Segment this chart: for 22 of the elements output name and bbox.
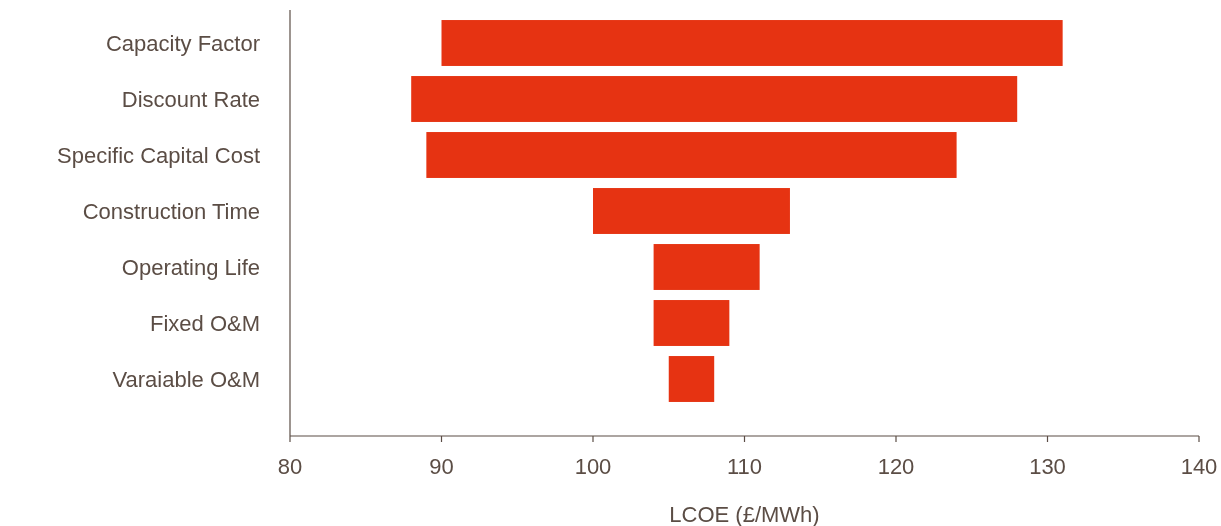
y-tick-label: Construction Time [82, 198, 260, 224]
y-tick-label: Varaiable O&M [112, 366, 260, 392]
bar [653, 244, 760, 290]
x-axis-title: LCOE (£/MWh) [669, 502, 820, 526]
x-tick-label: 90 [429, 454, 454, 479]
bar [668, 356, 715, 402]
x-tick-label: 80 [277, 454, 303, 479]
bar [653, 300, 730, 346]
y-tick-label: Discount Rate [121, 86, 260, 112]
bar [411, 76, 1018, 122]
y-tick-label: Fixed O&M [149, 310, 260, 336]
y-tick-label: Specific Capital Cost [57, 142, 260, 168]
x-tick-label: 130 [1029, 454, 1066, 479]
bar [441, 20, 1063, 66]
x-tick-label: 110 [726, 454, 763, 479]
x-tick-label: 120 [877, 454, 915, 479]
x-tick-label: 100 [574, 454, 612, 479]
bar [593, 188, 790, 234]
bar [426, 132, 957, 178]
y-tick-label: Operating Life [121, 254, 260, 280]
x-tick-label: 140 [1180, 454, 1218, 479]
y-tick-label: Capacity Factor [105, 30, 260, 56]
